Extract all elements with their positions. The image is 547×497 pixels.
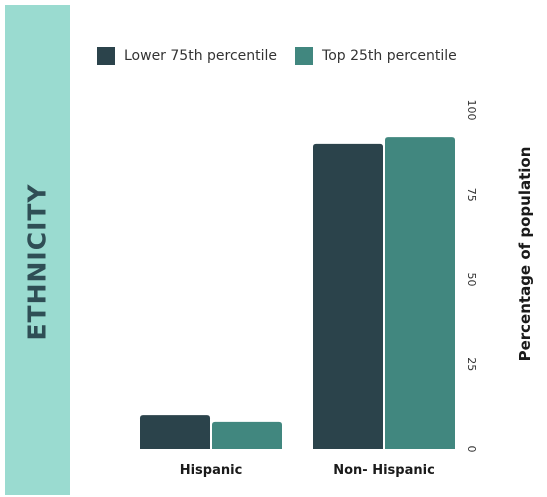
side-band — [5, 5, 70, 495]
bar-top-25th-hispanic — [212, 421, 282, 449]
legend-item-lower-75th: Lower 75th percentile — [97, 47, 277, 65]
bar-top-25th-non-hispanic — [385, 137, 455, 449]
y-tick-label: 0 — [465, 446, 478, 453]
legend-item-top-25th: Top 25th percentile — [295, 47, 457, 65]
x-tick-label: Hispanic — [180, 463, 243, 478]
legend-label-top-25th: Top 25th percentile — [322, 48, 457, 64]
bar-lower-75th-non-hispanic — [313, 143, 383, 449]
legend-swatch-lower-75th — [97, 47, 115, 65]
legend-label-lower-75th: Lower 75th percentile — [124, 48, 278, 64]
y-axis-label: Percentage of population — [516, 146, 534, 362]
y-tick-label: 75 — [465, 188, 478, 202]
legend: Lower 75th percentile Top 25th percentil… — [97, 46, 475, 66]
legend-swatch-top-25th — [295, 47, 314, 65]
bar-lower-75th-hispanic — [140, 415, 210, 449]
y-tick-label: 25 — [465, 357, 478, 371]
y-tick-label: 100 — [465, 100, 478, 121]
y-tick-label: 50 — [465, 273, 478, 287]
x-tick-label: Non- Hispanic — [333, 463, 435, 478]
